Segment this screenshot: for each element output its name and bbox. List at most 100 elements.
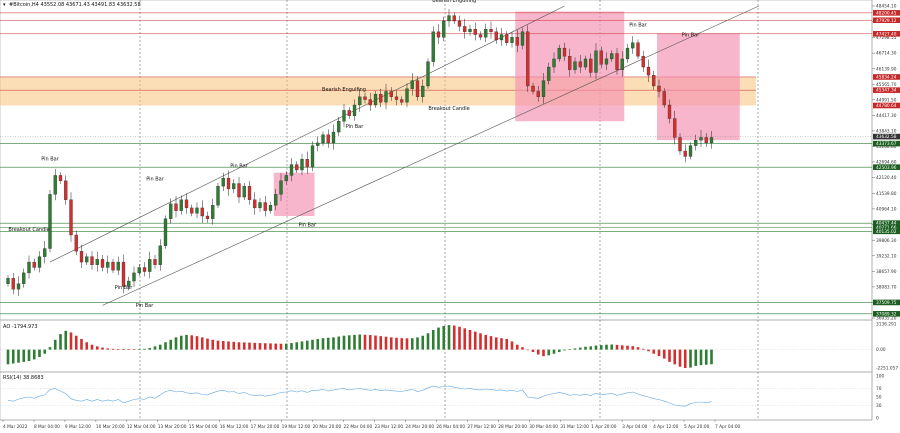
candle-body[interactable]	[90, 256, 94, 265]
candle-body[interactable]	[132, 272, 136, 282]
candle-body[interactable]	[594, 50, 598, 73]
candle-body[interactable]	[153, 259, 157, 265]
candle-body[interactable]	[447, 15, 451, 22]
channel-lower-line[interactable]	[102, 5, 759, 306]
candle-body[interactable]	[505, 34, 509, 43]
candle-body[interactable]	[541, 80, 546, 97]
candle-body[interactable]	[263, 202, 267, 211]
candle-body[interactable]	[237, 183, 241, 198]
candle-body[interactable]	[242, 186, 246, 198]
supply-zone[interactable]	[0, 76, 756, 91]
candle-body[interactable]	[337, 121, 341, 133]
candle-body[interactable]	[216, 186, 220, 206]
candle-body[interactable]	[127, 280, 131, 287]
candle-body[interactable]	[58, 175, 63, 181]
candle-body[interactable]	[520, 31, 525, 46]
candle-body[interactable]	[583, 58, 588, 68]
candle-body[interactable]	[347, 110, 351, 116]
candle-body[interactable]	[426, 61, 430, 87]
candle-body[interactable]	[646, 66, 651, 76]
candle-body[interactable]	[148, 259, 152, 272]
candle-body[interactable]	[515, 37, 519, 46]
candle-body[interactable]	[683, 150, 687, 157]
candle-body[interactable]	[284, 175, 288, 181]
candle-body[interactable]	[463, 26, 467, 32]
candle-body[interactable]	[43, 248, 47, 257]
candle-body[interactable]	[258, 202, 262, 209]
candle-body[interactable]	[247, 186, 252, 200]
candle-body[interactable]	[163, 218, 168, 246]
pattern-zone[interactable]	[657, 33, 740, 141]
candle-body[interactable]	[342, 110, 346, 122]
candle-body[interactable]	[6, 278, 10, 284]
candle-body[interactable]	[295, 164, 299, 171]
candle-body[interactable]	[473, 28, 477, 35]
candle-body[interactable]	[137, 267, 141, 274]
candle-body[interactable]	[667, 104, 672, 119]
candle-body[interactable]	[494, 31, 498, 41]
candle-body[interactable]	[116, 261, 120, 271]
candle-body[interactable]	[573, 61, 577, 70]
candle-body[interactable]	[316, 142, 320, 146]
candle-body[interactable]	[526, 31, 530, 87]
candle-body[interactable]	[400, 99, 404, 103]
candle-body[interactable]	[321, 134, 325, 144]
candle-body[interactable]	[415, 80, 420, 97]
candle-body[interactable]	[389, 91, 393, 97]
candle-body[interactable]	[205, 215, 210, 219]
candle-body[interactable]	[358, 96, 362, 106]
candle-body[interactable]	[331, 131, 336, 144]
candle-body[interactable]	[74, 234, 78, 252]
candle-body[interactable]	[11, 278, 15, 290]
candle-body[interactable]	[652, 75, 656, 87]
candle-body[interactable]	[32, 261, 36, 268]
candle-body[interactable]	[636, 42, 640, 57]
candle-body[interactable]	[562, 47, 567, 57]
candle-body[interactable]	[85, 256, 89, 263]
candle-body[interactable]	[699, 137, 703, 141]
candle-body[interactable]	[289, 164, 294, 176]
candle-body[interactable]	[620, 58, 624, 70]
candle-body[interactable]	[95, 259, 99, 265]
candle-body[interactable]	[468, 28, 472, 32]
candle-body[interactable]	[111, 261, 115, 271]
candle-body[interactable]	[384, 91, 388, 103]
candle-body[interactable]	[211, 205, 215, 219]
candle-body[interactable]	[300, 158, 304, 171]
candle-body[interactable]	[373, 93, 378, 106]
candle-body[interactable]	[37, 256, 42, 268]
candle-body[interactable]	[142, 267, 147, 272]
candle-body[interactable]	[326, 134, 330, 144]
candle-body[interactable]	[379, 93, 383, 103]
candle-body[interactable]	[106, 261, 110, 268]
candle-body[interactable]	[48, 194, 52, 249]
candle-body[interactable]	[436, 31, 441, 38]
candle-body[interactable]	[547, 66, 551, 81]
candle-body[interactable]	[557, 47, 561, 60]
candle-body[interactable]	[688, 145, 693, 157]
candle-body[interactable]	[457, 20, 462, 27]
candle-body[interactable]	[421, 85, 425, 97]
supply-zone[interactable]	[0, 90, 756, 106]
candle-body[interactable]	[662, 91, 666, 106]
candle-body[interactable]	[184, 199, 189, 209]
candle-body[interactable]	[16, 283, 21, 290]
candle-body[interactable]	[552, 58, 556, 68]
candle-body[interactable]	[279, 180, 283, 195]
candle-body[interactable]	[431, 31, 435, 62]
candle-body[interactable]	[190, 207, 194, 214]
candle-body[interactable]	[631, 42, 635, 49]
candle-body[interactable]	[305, 158, 309, 168]
header-arrow[interactable]: ▾	[3, 2, 6, 8]
candle-body[interactable]	[363, 96, 367, 100]
candle-body[interactable]	[610, 53, 614, 60]
candle-body[interactable]	[253, 199, 257, 209]
candle-body[interactable]	[478, 34, 483, 38]
candle-body[interactable]	[589, 58, 593, 73]
candle-body[interactable]	[158, 245, 162, 265]
candle-body[interactable]	[169, 203, 173, 219]
candle-body[interactable]	[484, 28, 488, 38]
candle-body[interactable]	[100, 259, 105, 268]
candle-body[interactable]	[405, 88, 409, 103]
rsi-line[interactable]	[7, 385, 712, 407]
